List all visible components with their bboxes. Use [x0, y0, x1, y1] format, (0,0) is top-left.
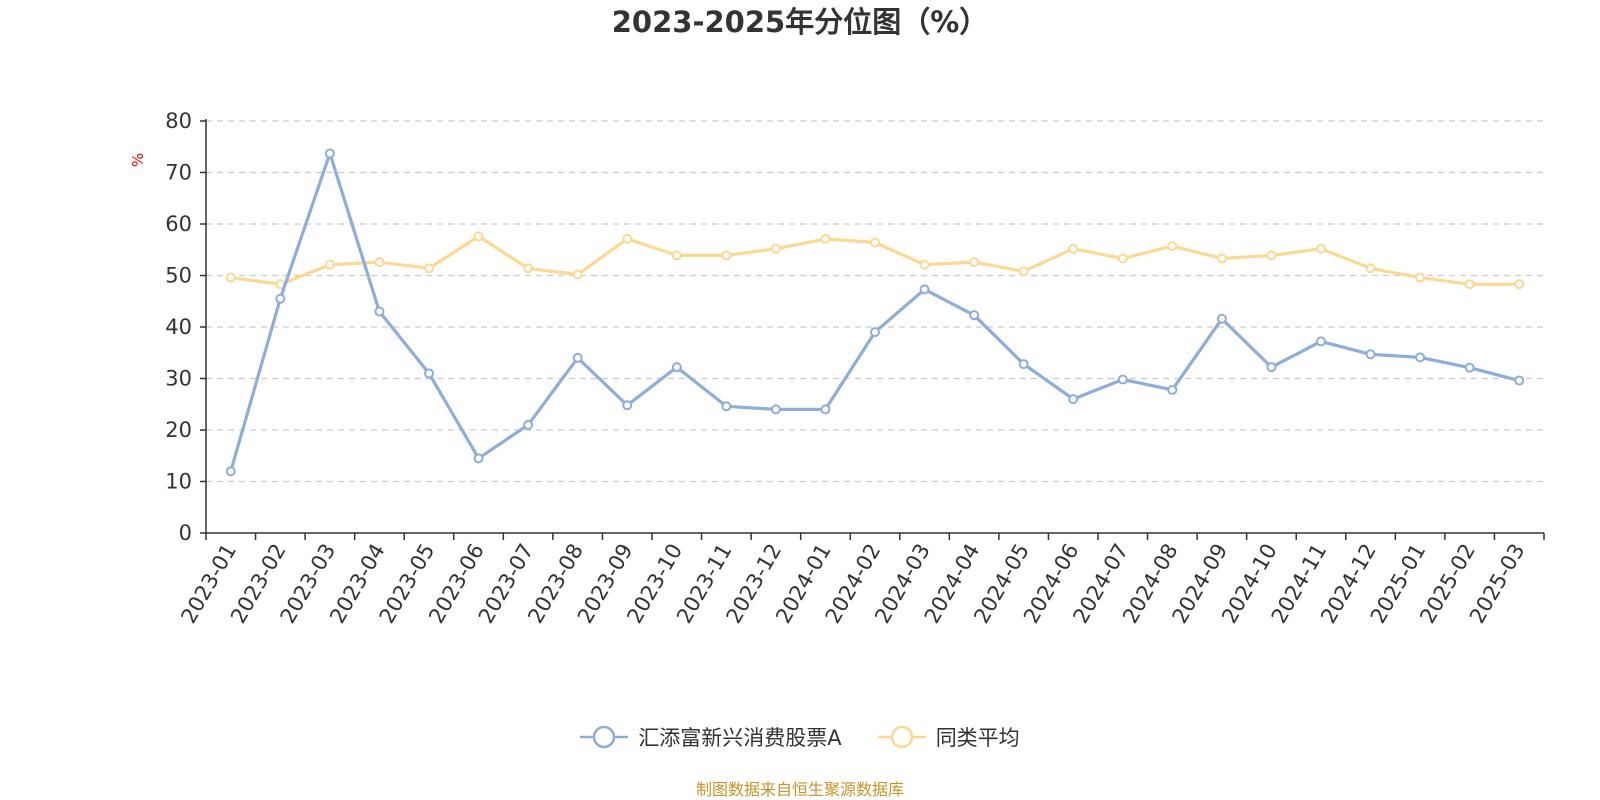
- series-lines: [225, 148, 1525, 477]
- data-point: [622, 233, 633, 244]
- data-point: [671, 250, 682, 261]
- data-point: [770, 404, 781, 415]
- data-point: [523, 263, 534, 274]
- data-point: [1167, 384, 1178, 395]
- data-point: [919, 284, 930, 295]
- data-point: [1018, 359, 1029, 370]
- data-point: [721, 401, 732, 412]
- data-point: [324, 259, 335, 270]
- legend-item[interactable]: 同类平均: [877, 722, 1020, 752]
- grid-lines: [206, 120, 1544, 483]
- data-point: [1464, 362, 1475, 373]
- data-point: [870, 327, 880, 338]
- data-point: [1316, 243, 1326, 254]
- data-point: [1415, 352, 1426, 363]
- legend-label: 同类平均: [935, 726, 1020, 750]
- data-point: [1216, 313, 1227, 324]
- data-point: [1117, 253, 1128, 264]
- y-tick-label: 50: [165, 264, 192, 288]
- data-point: [1415, 272, 1426, 283]
- y-tick-label: 60: [165, 212, 192, 236]
- source-note: 制图数据来自恒生聚源数据库: [695, 780, 904, 799]
- data-point: [1068, 394, 1079, 405]
- data-point: [374, 257, 385, 268]
- y-tick-label: 10: [165, 470, 192, 494]
- y-axis-label: %: [129, 153, 147, 167]
- data-point: [770, 243, 781, 254]
- legend-swatch-icon: [580, 725, 629, 749]
- data-point: [1316, 336, 1326, 347]
- data-point: [969, 257, 980, 268]
- series-line: [229, 151, 1520, 472]
- data-point: [275, 293, 286, 304]
- data-point: [721, 250, 732, 261]
- data-point: [374, 306, 385, 317]
- y-tick-label: 20: [165, 418, 192, 442]
- data-point: [225, 466, 236, 477]
- data-point: [919, 259, 930, 270]
- legend-label: 汇添富新兴消费股票A: [638, 726, 842, 750]
- data-point: [225, 272, 236, 283]
- data-point: [1266, 362, 1277, 373]
- data-point: [572, 352, 583, 363]
- y-tick-label: 0: [179, 521, 192, 545]
- data-point: [969, 310, 980, 321]
- legend-item[interactable]: 汇添富新兴消费股票A: [580, 722, 842, 752]
- data-point: [523, 419, 534, 430]
- legend: 汇添富新兴消费股票A 同类平均: [0, 722, 1600, 752]
- data-point: [1464, 279, 1475, 290]
- data-point: [1365, 349, 1376, 360]
- y-tick-label: 80: [165, 109, 192, 133]
- chart-title: 2023-2025年分位图（%）: [611, 5, 989, 39]
- data-point: [1266, 250, 1277, 261]
- data-point: [1216, 253, 1227, 264]
- legend-swatch-icon: [877, 725, 926, 749]
- data-point: [1514, 279, 1525, 290]
- data-point: [424, 368, 434, 379]
- data-point: [671, 362, 682, 373]
- data-point: [572, 269, 583, 280]
- y-tick-label: 30: [165, 367, 192, 391]
- axes: 010203040506070802023-012023-022023-0320…: [165, 109, 1545, 627]
- y-tick-label: 40: [165, 315, 192, 339]
- data-point: [1365, 263, 1376, 274]
- data-point: [820, 233, 831, 244]
- data-point: [1068, 243, 1079, 254]
- data-point: [1514, 375, 1525, 386]
- y-tick-label: 70: [165, 161, 192, 185]
- data-point: [622, 400, 633, 411]
- data-point: [820, 404, 831, 415]
- data-point: [870, 237, 880, 248]
- data-point: [473, 231, 484, 242]
- data-point: [1117, 374, 1128, 385]
- data-point: [424, 263, 434, 274]
- data-point: [1167, 241, 1178, 252]
- data-point: [324, 148, 335, 159]
- data-point: [1018, 266, 1029, 277]
- data-point: [473, 453, 484, 464]
